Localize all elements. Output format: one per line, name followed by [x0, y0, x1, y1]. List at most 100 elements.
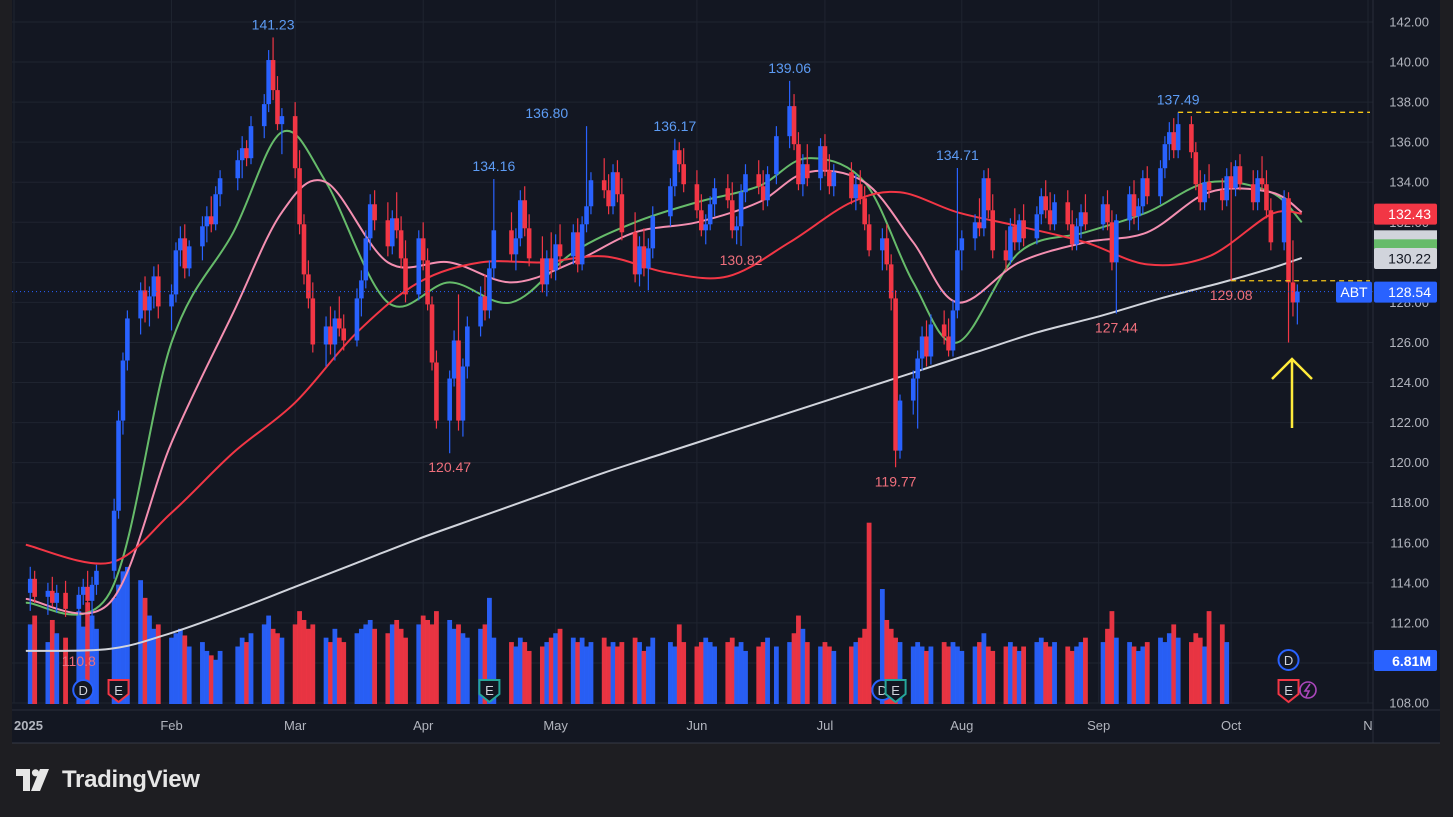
high-price-label: 141.23 — [252, 16, 295, 32]
price-tag-bg — [1374, 281, 1437, 303]
volume-bar — [857, 637, 863, 704]
earnings-marker[interactable]: E — [478, 679, 501, 704]
event-marker-label: D — [878, 683, 887, 698]
annotation-arrow — [1271, 357, 1313, 428]
volume-bar — [1193, 633, 1199, 704]
candle-body — [1016, 220, 1022, 243]
earnings-marker[interactable]: E — [1277, 679, 1300, 704]
dividend-marker[interactable]: D — [1277, 649, 1300, 671]
volume-bar — [977, 642, 982, 704]
candle-body — [1109, 222, 1115, 263]
volume-bar — [403, 637, 408, 704]
candle-body — [774, 136, 779, 175]
volume-bar — [487, 597, 492, 704]
volume-bar — [1202, 646, 1208, 704]
event-markers[interactable]: D E E D EDE — [72, 649, 1317, 704]
y-tick-label: 134.00 — [1389, 175, 1429, 190]
volume-bar — [791, 633, 797, 704]
time-axis[interactable]: 2025 Feb Mar Apr May Jun Jul Aug Sep Oct N — [14, 718, 1373, 733]
earnings-marker-shield — [478, 679, 501, 704]
volume-bar — [539, 646, 545, 704]
candle-body — [398, 230, 404, 259]
candle-body — [80, 586, 86, 595]
volume-bar — [1136, 650, 1141, 704]
candle-body — [1043, 196, 1049, 211]
candle-body — [725, 188, 731, 201]
high-low-labels: 141.23 139.06 137.49 136.80 136.17 134.71 134.… — [62, 16, 1253, 668]
dividend-marker[interactable]: D — [72, 679, 95, 701]
earnings-marker[interactable]: E — [884, 679, 907, 704]
candle-body — [279, 116, 285, 125]
volume-bar — [955, 646, 960, 704]
volume-bar — [1140, 646, 1146, 704]
candle-body — [403, 258, 408, 295]
candle-body — [955, 250, 960, 311]
volume-bar — [729, 637, 735, 704]
volume-bar — [650, 637, 656, 704]
candle-body — [1078, 212, 1084, 227]
volume-bar — [879, 589, 885, 704]
volume-bar — [217, 650, 223, 704]
candle-body — [297, 168, 302, 225]
candle-body — [1224, 176, 1230, 201]
y-tick-label: 114.00 — [1390, 575, 1429, 590]
volume-bar — [897, 642, 903, 704]
volume-bar — [893, 637, 898, 704]
earnings-marker-shield — [884, 679, 907, 704]
y-tick-label: 122.00 — [1389, 415, 1429, 430]
candles[interactable] — [27, 37, 1300, 647]
candle-body — [354, 298, 360, 341]
volume-bar — [323, 637, 329, 704]
candle-body — [787, 106, 792, 137]
volume-bar — [63, 637, 68, 704]
candle-body — [544, 258, 550, 285]
candle-body — [862, 198, 867, 225]
volume-bar — [1197, 637, 1203, 704]
volume-bar — [910, 646, 916, 704]
volume-bar — [681, 642, 687, 704]
volume-bar — [1074, 646, 1080, 704]
earnings-marker[interactable]: E — [107, 679, 130, 704]
candle-body — [1206, 182, 1212, 191]
volume-bar — [270, 628, 276, 704]
y-tick-label: 138.00 — [1389, 95, 1429, 110]
candle-body — [389, 218, 395, 247]
volume-bar — [336, 637, 342, 704]
candle-body — [1047, 210, 1053, 225]
volume-bar — [853, 642, 859, 704]
candle-body — [570, 232, 576, 257]
volume-bar — [703, 637, 709, 704]
volume-bar — [668, 642, 673, 704]
candle-body — [292, 116, 298, 169]
volume-bar — [570, 637, 576, 704]
volume-bar — [1100, 642, 1106, 704]
candle-body — [301, 224, 307, 275]
volume-bar — [124, 566, 130, 704]
low-price-label: 120.47 — [428, 459, 471, 475]
candle-body — [1295, 291, 1300, 303]
y-tick-label: 136.00 — [1389, 135, 1429, 150]
candle-body — [893, 298, 898, 451]
candle-body — [89, 584, 95, 601]
candle-body — [306, 274, 311, 299]
candle-body — [208, 216, 214, 225]
candle-body — [1264, 184, 1269, 211]
candle-body — [429, 304, 435, 363]
volume-bar — [601, 637, 607, 704]
volume-bar — [959, 650, 965, 704]
tradingview-brand[interactable]: TradingView — [16, 765, 200, 795]
candle-body — [518, 200, 523, 239]
lightning-icon-bolt — [1303, 683, 1311, 698]
low-price-label: 129.08 — [1210, 287, 1253, 303]
x-tick-label: Feb — [160, 718, 182, 733]
candle-body — [1136, 206, 1141, 217]
volume-bar — [358, 628, 364, 704]
candle-body — [1202, 182, 1207, 203]
volume-bar — [1069, 650, 1075, 704]
volume-bar — [637, 642, 642, 704]
candle-body — [791, 106, 797, 145]
candle-body — [151, 276, 157, 297]
volume-bar — [398, 628, 404, 704]
volume-bar — [235, 646, 241, 704]
